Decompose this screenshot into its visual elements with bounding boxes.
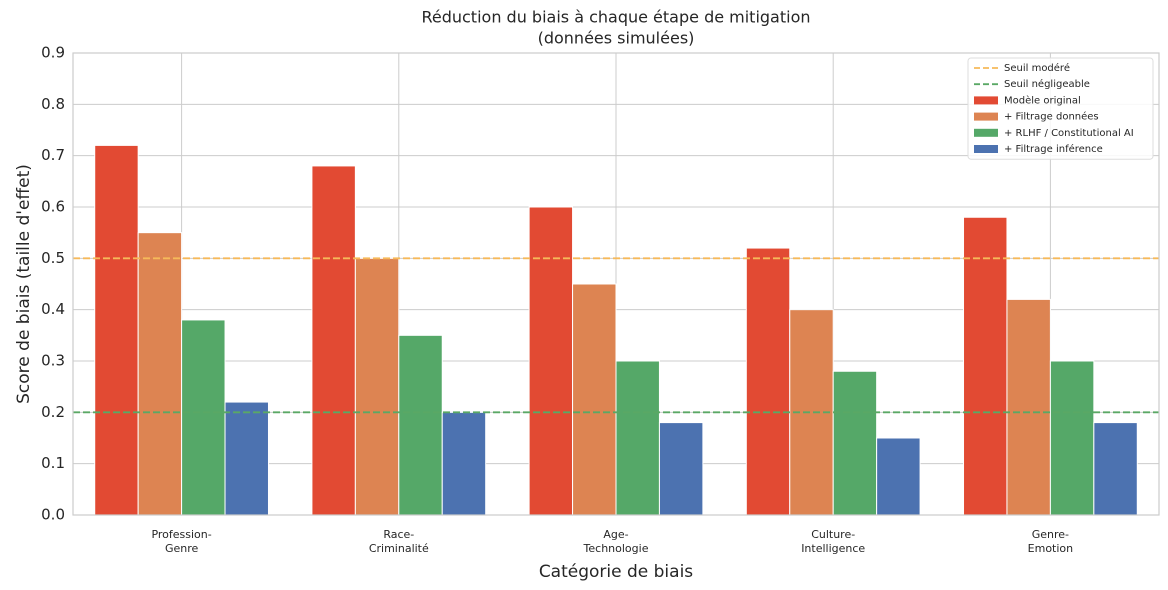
bar [832,370,878,516]
y-tick-label: 0.6 [41,198,65,216]
bar [398,334,443,516]
y-tick-label: 0.3 [41,352,65,370]
y-tick-label: 0.9 [41,44,65,62]
x-tick-label: Genre- [1032,528,1069,541]
x-tick-label: Emotion [1028,542,1073,555]
x-tick-label: Profession- [151,528,211,541]
bar [441,411,487,516]
y-tick-label: 0.5 [41,249,65,267]
y-axis-label: Score de biais (taille d'effet) [14,164,34,404]
chart-subtitle: (données simulées) [538,29,695,48]
x-tick-label: Genre [165,542,199,555]
y-tick-label: 0.1 [41,454,65,472]
legend-label: + Filtrage données [1004,111,1099,123]
legend-swatch [974,128,998,137]
bar [94,144,139,516]
y-tick-label: 0.8 [41,95,65,113]
bar [224,401,269,516]
legend-swatch [974,96,998,105]
chart-title: Réduction du biais à chaque étape de mit… [421,8,810,27]
x-tick-label: Age- [603,528,628,541]
bar [615,360,660,516]
bar [137,232,183,516]
bar [1049,360,1095,516]
bar [528,206,574,516]
y-tick-label: 0.2 [41,403,65,421]
y-tick-label: 0.7 [41,146,65,164]
bar [311,165,356,516]
bar [876,437,921,516]
plot-frame [72,52,1160,516]
bar [1093,422,1138,516]
legend: Seuil modéré Seuil négligeable Modèle orig… [967,57,1154,160]
legend-label: + RLHF / Constitutional AI [1004,128,1134,139]
legend-swatch [974,112,998,121]
bar [1006,298,1051,516]
y-tick-label: 0.0 [41,506,65,524]
bar [963,216,1008,516]
x-tick-label: Intelligence [801,542,865,555]
bar [745,247,791,516]
x-tick-label: Criminalité [369,542,429,555]
legend-swatch [974,145,998,153]
x-tick-label: Culture- [811,528,855,541]
bar [181,319,226,516]
x-axis-label: Catégorie de biais [539,562,693,582]
legend-label: Seuil modéré [1004,62,1070,74]
legend-label: + Filtrage inférence [1004,143,1103,155]
bar [354,257,400,516]
legend-box [967,57,1154,160]
bar [572,283,617,516]
y-tick-label: 0.4 [41,300,65,318]
x-tick-label: Race- [383,528,414,541]
x-tick-label: Technologie [583,542,649,555]
bar [658,422,704,516]
legend-label: Modèle original [1004,94,1081,106]
legend-label: Seuil négligeable [1004,78,1090,90]
